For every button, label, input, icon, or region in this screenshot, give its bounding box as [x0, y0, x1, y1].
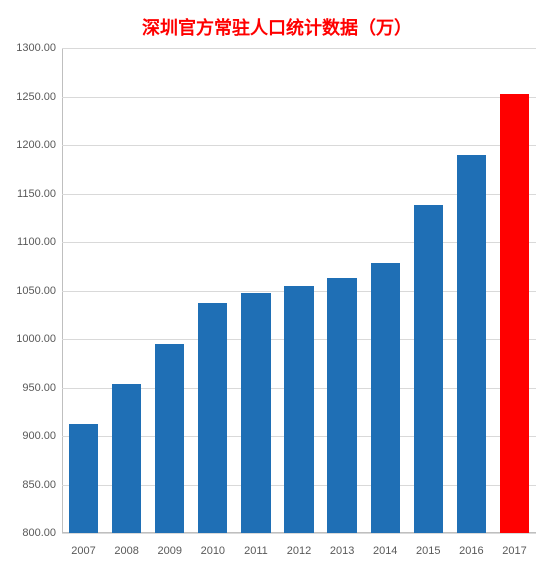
bar: [69, 424, 98, 533]
bar: [198, 303, 227, 533]
bar-slot: [191, 48, 234, 533]
bar-slot: [234, 48, 277, 533]
x-tick-label: 2013: [321, 545, 364, 557]
y-tick-label: 800.00: [0, 527, 56, 539]
y-tick-label: 1000.00: [0, 333, 56, 345]
bar-slot: [148, 48, 191, 533]
y-tick-label: 1150.00: [0, 188, 56, 200]
bar-slot: [277, 48, 320, 533]
x-tick-label: 2014: [364, 545, 407, 557]
bar: [284, 286, 313, 533]
x-tick-label: 2007: [62, 545, 105, 557]
x-tick-label: 2012: [277, 545, 320, 557]
x-tick-label: 2010: [191, 545, 234, 557]
chart-title: 深圳官方常驻人口统计数据（万）: [0, 0, 554, 46]
y-tick-label: 1050.00: [0, 285, 56, 297]
bar: [112, 384, 141, 533]
grid-line: [62, 533, 536, 534]
y-axis: 800.00850.00900.00950.001000.001050.0011…: [0, 48, 62, 533]
y-tick-label: 1200.00: [0, 139, 56, 151]
y-tick-label: 1300.00: [0, 42, 56, 54]
x-tick-label: 2011: [234, 545, 277, 557]
y-tick-label: 900.00: [0, 430, 56, 442]
bar: [327, 278, 356, 533]
bar-slot: [62, 48, 105, 533]
bars-container: [62, 48, 536, 533]
x-tick-label: 2015: [407, 545, 450, 557]
x-tick-label: 2008: [105, 545, 148, 557]
x-axis: 2007200820092010201120122013201420152016…: [62, 545, 536, 557]
population-bar-chart: 深圳官方常驻人口统计数据（万） 800.00 850.00 900.00 950.00…: [0, 0, 554, 565]
bar-slot: [321, 48, 364, 533]
y-tick-label: 1100.00: [0, 236, 56, 248]
bar: [500, 94, 529, 533]
y-tick-label: 950.00: [0, 382, 56, 394]
bar-slot: [105, 48, 148, 533]
plot-area: [62, 48, 536, 533]
bar-slot: [493, 48, 536, 533]
bar: [414, 205, 443, 533]
y-tick-label: 850.00: [0, 479, 56, 491]
x-tick-label: 2009: [148, 545, 191, 557]
x-tick-label: 2017: [493, 545, 536, 557]
x-tick-label: 2016: [450, 545, 493, 557]
y-tick-label: 1250.00: [0, 91, 56, 103]
bar-slot: [450, 48, 493, 533]
bar: [155, 344, 184, 533]
bar-slot: [407, 48, 450, 533]
bar: [371, 263, 400, 533]
bar-slot: [364, 48, 407, 533]
bar: [241, 293, 270, 533]
bar: [457, 155, 486, 533]
